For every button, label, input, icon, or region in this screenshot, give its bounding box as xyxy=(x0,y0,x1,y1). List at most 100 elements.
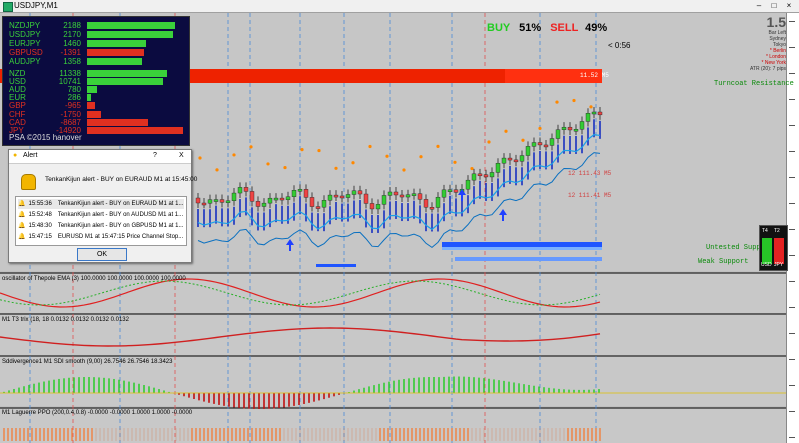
price-scale-tick xyxy=(789,99,795,100)
candle-body xyxy=(315,206,321,209)
alert-titlebar: ● Alert ? X xyxy=(9,150,191,164)
candle-body xyxy=(231,192,237,201)
currency-value: -8687 xyxy=(60,117,81,127)
signal-dot xyxy=(402,168,406,172)
alert-dialog[interactable]: ● Alert ? X TenkanKijun alert - BUY on E… xyxy=(8,149,197,263)
pair-strength-bar xyxy=(87,31,173,38)
candle-body xyxy=(453,189,459,193)
signal-dot xyxy=(538,126,542,130)
candle-body xyxy=(597,111,603,116)
candle-body xyxy=(303,189,309,198)
indicator-panel-bg xyxy=(0,356,786,406)
price-scale-tick xyxy=(789,385,795,386)
candle-body xyxy=(375,204,381,210)
signal-dot xyxy=(436,144,440,148)
buy-arrow-icon xyxy=(499,209,507,221)
alert-time: 15:55:36 xyxy=(28,201,52,207)
support-zone xyxy=(442,247,602,250)
candle-body xyxy=(225,200,231,203)
pair-value: 2170 xyxy=(63,30,81,39)
signal-dot xyxy=(368,144,372,149)
price-scale-tick xyxy=(789,73,795,74)
help-button[interactable]: ? xyxy=(153,152,157,159)
indicator-panel-bg xyxy=(0,408,786,443)
candle-body xyxy=(237,187,243,194)
usd-strength-bar xyxy=(762,238,772,264)
info-line: Bar Left xyxy=(768,30,786,36)
candle-body xyxy=(267,197,273,204)
signal-dot xyxy=(555,100,559,104)
maximize-button[interactable]: □ xyxy=(771,1,777,10)
price-scale-tick xyxy=(789,307,795,308)
pair-strength-bar xyxy=(87,22,175,29)
minibox-top: T4 xyxy=(762,228,768,234)
pair-strength-bar xyxy=(87,40,146,47)
bell-icon: 🔔 xyxy=(18,234,26,240)
candle-body xyxy=(429,207,435,210)
subwindow-label-sddivergence: Sddivergence1 M1 SDI smooth (9,00) 26.75… xyxy=(2,359,173,365)
signal-strength: BUY 51% SELL 49% xyxy=(487,22,607,34)
pair-value: 1358 xyxy=(63,57,81,66)
candle-body xyxy=(387,191,393,196)
bell-icon: 🔔 xyxy=(18,223,26,229)
price-chart[interactable] xyxy=(0,13,786,443)
candle-body xyxy=(585,113,591,122)
candle-body xyxy=(243,187,249,192)
pair-name: GBPUSD xyxy=(9,48,43,57)
ok-button[interactable]: OK xyxy=(77,248,127,261)
candle-body xyxy=(357,190,363,195)
info-line: * Berlin xyxy=(769,48,786,54)
minibox-jpy: JPY xyxy=(774,262,784,268)
signal-dot xyxy=(470,166,474,171)
alert-row[interactable]: 🔔 15:55:36 TenkanKijun alert - BUY on EURA… xyxy=(18,199,184,209)
alert-row[interactable]: 🔔 15:52:48 TenkanKijun alert - BUY on AUDU… xyxy=(18,210,184,220)
subwindow-label-oscillator: oscillator of Thepole EMA (3) 100.0000 1… xyxy=(2,276,186,282)
signal-dot xyxy=(249,145,253,149)
candle-body xyxy=(213,199,219,202)
price-scale-tick xyxy=(789,411,795,412)
buy-arrow-icon xyxy=(458,189,466,201)
candle-body xyxy=(273,197,279,201)
moving-average-line xyxy=(197,152,601,248)
price-scale-tick xyxy=(789,21,795,22)
resistance-zone xyxy=(505,69,602,83)
currency-name: GBP xyxy=(9,101,26,111)
candle-body xyxy=(363,193,369,204)
untested-support-label: Untested Support xyxy=(706,244,774,252)
window-title: USDJPY,M1 xyxy=(14,1,58,10)
alert-text: TenkanKijun alert - BUY on AUDUSD M1 at … xyxy=(57,212,184,218)
currency-value: 286 xyxy=(67,93,81,103)
close-window-button[interactable]: × xyxy=(786,1,792,10)
price-tag: 12 111.43 M5 xyxy=(568,170,612,177)
oscillator-line xyxy=(0,278,601,308)
alert-row[interactable]: 🔔 15:47:15 EURUSD M1 at 15:47:15 Price Cha… xyxy=(18,232,184,242)
price-tag: 12 111.41 M5 xyxy=(568,192,612,199)
bell-icon xyxy=(21,174,36,190)
signal-dot xyxy=(198,156,202,160)
info-line: * London xyxy=(765,54,786,60)
currency-name: CAD xyxy=(9,117,26,127)
indicator-panel-bg xyxy=(0,273,786,313)
info-line: Sydney xyxy=(769,36,786,42)
minimize-button[interactable]: – xyxy=(756,1,762,10)
candle-body xyxy=(261,202,267,207)
buy-arrow-icon xyxy=(286,239,294,251)
alert-close-button[interactable]: X xyxy=(179,152,184,159)
currency-value: 10741 xyxy=(58,77,81,87)
candle-body xyxy=(321,200,327,208)
candle-body xyxy=(291,190,297,197)
alert-row[interactable]: 🔔 15:48:30 TenkanKijun alert - BUY on GBPU… xyxy=(18,221,184,231)
candle-body xyxy=(351,190,357,195)
currency-name: EUR xyxy=(9,93,26,103)
signal-dot xyxy=(334,166,338,170)
subwindow-label-laguerre: M1 Laguerre PPO (200,0.4,0.8) -0.0000 -0… xyxy=(2,410,193,416)
price-scale-tick xyxy=(789,177,795,178)
alert-history-list[interactable]: 🔔 15:55:36 TenkanKijun alert - BUY on EURA… xyxy=(15,196,187,246)
sell-percent: 49% xyxy=(585,22,608,34)
pair-name: USDJPY xyxy=(9,30,41,39)
alert-text: TenkanKijun alert - BUY on EURAUD M1 at … xyxy=(57,201,184,207)
signal-dot xyxy=(487,140,491,144)
candle-body xyxy=(579,121,585,130)
signal-dot xyxy=(215,168,219,172)
